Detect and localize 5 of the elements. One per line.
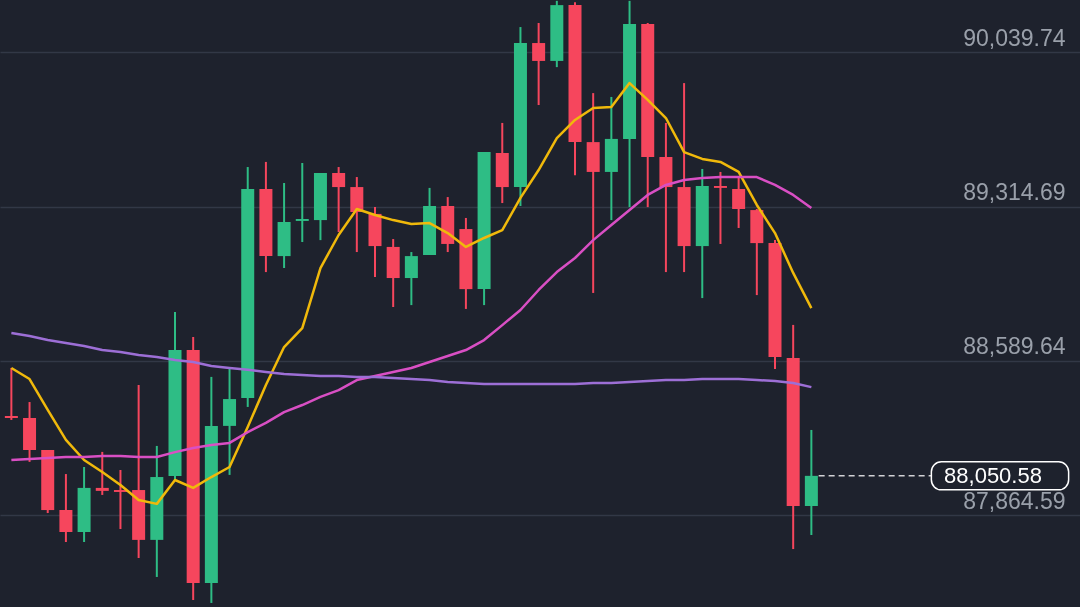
y-tick-label: 90,039.74 — [963, 24, 1066, 51]
y-tick-label: 88,589.64 — [963, 333, 1066, 360]
ref-line-label: 88,050.58 — [944, 462, 1042, 488]
y-tick-label: 89,314.69 — [963, 179, 1066, 206]
y-tick-label: 87,864.59 — [963, 487, 1066, 514]
